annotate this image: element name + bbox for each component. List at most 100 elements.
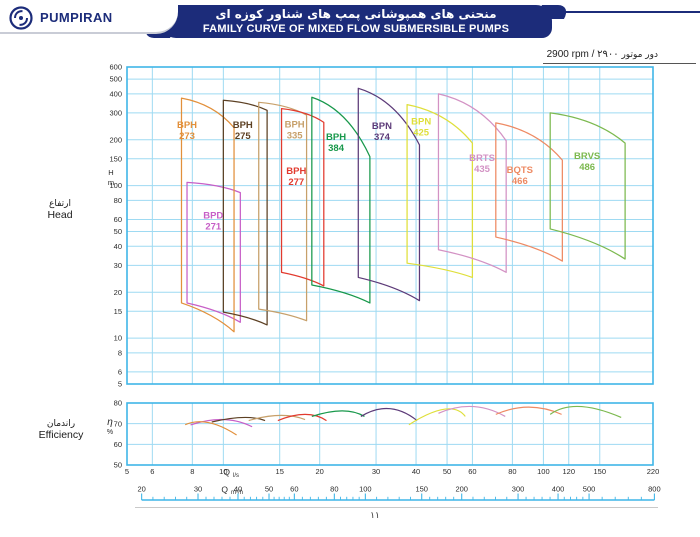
- svg-text:6: 6: [150, 467, 154, 476]
- svg-text:80: 80: [330, 485, 338, 494]
- svg-text:%: %: [107, 429, 113, 436]
- pump-label-brts-435: BRTS 435: [469, 153, 495, 175]
- efficiency-curve-brts-435: [438, 405, 506, 417]
- head-axis-title-en: Head: [47, 209, 73, 221]
- svg-text:m³/h: m³/h: [231, 490, 243, 496]
- svg-text:Q: Q: [221, 485, 228, 495]
- pump-label-bpn-425: BPN 425: [411, 117, 431, 139]
- efficiency-curve-bph-384: [311, 410, 365, 418]
- svg-text:300: 300: [512, 485, 525, 494]
- svg-text:100: 100: [537, 467, 550, 476]
- svg-text:60: 60: [290, 485, 298, 494]
- efficiency-axis-title-fa: راندمان: [46, 419, 76, 429]
- svg-text:60: 60: [468, 467, 476, 476]
- svg-text:80: 80: [114, 399, 122, 408]
- pump-label-bph-335: BPH 335: [285, 119, 305, 141]
- rpm-value: 2900 rpm / ۲۹۰۰: [546, 49, 619, 60]
- svg-text:5: 5: [118, 380, 122, 389]
- svg-text:5: 5: [125, 467, 129, 476]
- svg-text:H: H: [108, 168, 113, 177]
- svg-text:20: 20: [137, 485, 145, 494]
- head-axis-title: ارتفاع Head: [30, 199, 90, 221]
- envelope-bpn-374: [357, 87, 421, 302]
- svg-text:150: 150: [109, 154, 122, 163]
- efficiency-curve-bph-335: [248, 414, 306, 422]
- svg-text:10: 10: [219, 467, 227, 476]
- svg-text:800: 800: [648, 485, 661, 494]
- pump-labels: BPD 271 BPH 273 BPH 275 BPH 335 BPH 277 BPH 384 BPN 3…: [177, 117, 600, 233]
- svg-text:100: 100: [359, 485, 372, 494]
- svg-text:300: 300: [109, 108, 122, 117]
- svg-text:100: 100: [109, 181, 122, 190]
- envelope-bph-277: [280, 107, 325, 287]
- svg-text:8: 8: [118, 348, 122, 357]
- page-number: ۱۱: [370, 511, 380, 521]
- svg-text:200: 200: [455, 485, 468, 494]
- svg-text:220: 220: [647, 467, 660, 476]
- envelope-bph-273: [180, 97, 235, 333]
- title-english: FAMILY CURVE OF MIXED FLOW SUBMERSIBLE P…: [202, 23, 510, 35]
- svg-text:Q: Q: [223, 467, 230, 477]
- brand-name: PUMPIRAN: [40, 10, 113, 25]
- svg-text:15: 15: [276, 467, 284, 476]
- svg-text:200: 200: [109, 135, 122, 144]
- m3h-ruler: 20 30 40 50 60 80 100 150 200 300 400 500 800: [137, 485, 661, 501]
- efficiency-curve-bpn-374: [360, 407, 418, 422]
- efficiency-curve-bpn-425: [408, 408, 466, 426]
- svg-text:50: 50: [114, 227, 122, 236]
- svg-text:500: 500: [583, 485, 596, 494]
- envelope-brts-435: [437, 93, 507, 273]
- efficiency-curve-bpd-271: [190, 418, 253, 428]
- pump-label-brvs-486: BRVS 486: [574, 151, 600, 173]
- efficiency-axis-title: راندمان Efficiency: [22, 419, 100, 441]
- svg-text:15: 15: [114, 307, 122, 316]
- efficiency-curve-bqts-466: [495, 406, 562, 415]
- envelope-bpd-271: [186, 181, 241, 323]
- efficiency-curve-brvs-486: [549, 405, 622, 419]
- svg-text:20: 20: [316, 467, 324, 476]
- svg-text:10: 10: [114, 334, 122, 343]
- svg-text:80: 80: [114, 196, 122, 205]
- pumpiran-logo-icon: [9, 5, 33, 30]
- footer-rule: [135, 507, 658, 508]
- svg-text:η: η: [107, 417, 113, 428]
- svg-text:6: 6: [118, 368, 122, 377]
- rpm-note: 2900 rpm / ۲۹۰۰ دور موتور: [547, 49, 658, 60]
- pump-label-bph-384: BPH 384: [326, 132, 346, 154]
- svg-text:150: 150: [594, 467, 607, 476]
- pump-label-bph-273: BPH 273: [177, 120, 197, 142]
- svg-text:120: 120: [562, 467, 575, 476]
- pump-label-bph-275: BPH 275: [233, 120, 253, 142]
- svg-text:30: 30: [114, 261, 122, 270]
- rpm-underline: [543, 63, 696, 64]
- pump-label-bqts-466: BQTS 466: [507, 165, 533, 187]
- envelope-bph-335: [258, 101, 308, 322]
- svg-text:80: 80: [508, 467, 516, 476]
- axis-labels: 600 500 400 300 200 150 100 80 60 50 40 30 20 15 10 8 6 5…: [107, 63, 659, 496]
- svg-text:40: 40: [412, 467, 420, 476]
- title-persian: منحنی های همپوشانی پمپ های شناور کوزه ای: [215, 7, 497, 21]
- svg-text:500: 500: [109, 75, 122, 84]
- envelope-brvs-486: [549, 112, 626, 260]
- svg-text:50: 50: [265, 485, 273, 494]
- svg-text:60: 60: [114, 440, 122, 449]
- envelope-bph-384: [311, 96, 371, 304]
- efficiency-curve-bph-277: [277, 413, 327, 422]
- envelope-bph-275: [222, 99, 268, 326]
- svg-text:30: 30: [372, 467, 380, 476]
- svg-text:50: 50: [443, 467, 451, 476]
- pump-label-bph-277: BPH 277: [286, 166, 306, 188]
- pump-label-bpn-374: BPN 374: [372, 121, 392, 143]
- svg-text:60: 60: [114, 215, 122, 224]
- svg-text:40: 40: [234, 485, 242, 494]
- svg-text:150: 150: [415, 485, 428, 494]
- svg-text:m: m: [108, 178, 114, 187]
- logo: PUMPIRAN: [0, 3, 178, 34]
- rpm-label-fa: دور موتور: [621, 50, 658, 60]
- svg-text:400: 400: [109, 89, 122, 98]
- svg-text:l/s: l/s: [233, 473, 239, 479]
- envelope-bqts-466: [495, 122, 563, 262]
- efficiency-axis-title-en: Efficiency: [38, 429, 84, 441]
